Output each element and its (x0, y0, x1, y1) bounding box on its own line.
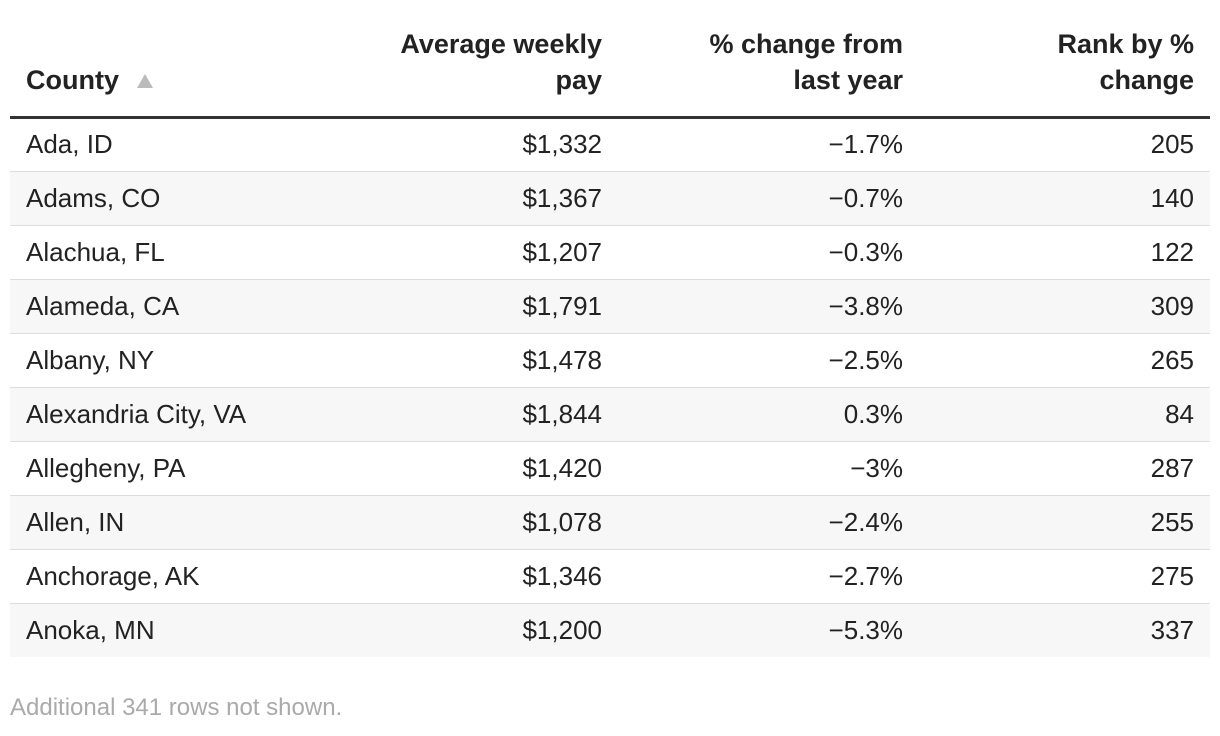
table-cell: −0.7% (618, 171, 919, 226)
column-header[interactable]: % change from last year (618, 0, 919, 119)
table-row: Ada, ID $1,332 −1.7% 205 (10, 117, 1210, 172)
table-row: Alachua, FL $1,207 −0.3% 122 (10, 225, 1210, 280)
table-row: Allegheny, PA $1,420 −3% 287 (10, 441, 1210, 496)
table-row: Anchorage, AK $1,346 −2.7% 275 (10, 549, 1210, 604)
table-cell: −1.7% (618, 117, 919, 172)
table-cell: −2.5% (618, 333, 919, 388)
header-row: County Average weekly pay % change from … (10, 0, 1210, 119)
table-cell: Allegheny, PA (10, 441, 330, 496)
table-cell: −3.8% (618, 279, 919, 334)
table-cell: −2.7% (618, 549, 919, 604)
table-cell: 287 (919, 441, 1210, 496)
table-cell: 0.3% (618, 387, 919, 442)
table-row: Alameda, CA $1,791 −3.8% 309 (10, 279, 1210, 334)
table-cell: −0.3% (618, 225, 919, 280)
table-cell: Albany, NY (10, 333, 330, 388)
table-cell: $1,346 (330, 549, 618, 604)
table-cell: $1,791 (330, 279, 618, 334)
table-cell: $1,207 (330, 225, 618, 280)
table-cell: $1,420 (330, 441, 618, 496)
table-body: Ada, ID $1,332 −1.7% 205 Adams, CO $1,367 −0.7… (10, 117, 1210, 657)
table-cell: Alameda, CA (10, 279, 330, 334)
table-cell: $1,332 (330, 117, 618, 172)
table-row: Adams, CO $1,367 −0.7% 140 (10, 171, 1210, 226)
column-header[interactable]: County (10, 0, 330, 119)
table-cell: $1,078 (330, 495, 618, 550)
table-container: County Average weekly pay % change from … (10, 0, 1210, 657)
table-cell: 309 (919, 279, 1210, 334)
table-cell: Ada, ID (10, 117, 330, 172)
table-cell: 275 (919, 549, 1210, 604)
header-text: % change from last year (709, 28, 903, 95)
column-header[interactable]: Average weekly pay (330, 0, 618, 119)
sort-arrow (136, 73, 153, 88)
header-text: Rank by % change (1057, 28, 1194, 95)
table-cell: Alexandria City, VA (10, 387, 330, 442)
table-cell: −5.3% (618, 603, 919, 657)
table-cell: −2.4% (618, 495, 919, 550)
header-text: Average weekly pay (400, 28, 602, 95)
table-row: Allen, IN $1,078 −2.4% 255 (10, 495, 1210, 550)
header-text: County (26, 64, 119, 95)
table-head: County Average weekly pay % change from … (10, 0, 1210, 119)
table-cell: $1,844 (330, 387, 618, 442)
column-header[interactable]: Rank by % change (919, 0, 1210, 119)
table-row: Albany, NY $1,478 −2.5% 265 (10, 333, 1210, 388)
table-cell: Allen, IN (10, 495, 330, 550)
table-cell: Adams, CO (10, 171, 330, 226)
table-cell: Alachua, FL (10, 225, 330, 280)
footer-note: Additional 341 rows not shown. (10, 694, 343, 721)
table-cell: 205 (919, 117, 1210, 172)
table-cell: Anchorage, AK (10, 549, 330, 604)
table-cell: 140 (919, 171, 1210, 226)
table-cell: 84 (919, 387, 1210, 442)
table-cell: $1,367 (330, 171, 618, 226)
data-table: County Average weekly pay % change from … (10, 0, 1210, 657)
table-cell: −3% (618, 441, 919, 496)
table-cell: $1,200 (330, 603, 618, 657)
table-cell: 122 (919, 225, 1210, 280)
table-cell: Anoka, MN (10, 603, 330, 657)
table-cell: 255 (919, 495, 1210, 550)
table-cell: $1,478 (330, 333, 618, 388)
table-row: Alexandria City, VA $1,844 0.3% 84 (10, 387, 1210, 442)
table-row: Anoka, MN $1,200 −5.3% 337 (10, 603, 1210, 657)
table-cell: 337 (919, 603, 1210, 657)
table-cell: 265 (919, 333, 1210, 388)
